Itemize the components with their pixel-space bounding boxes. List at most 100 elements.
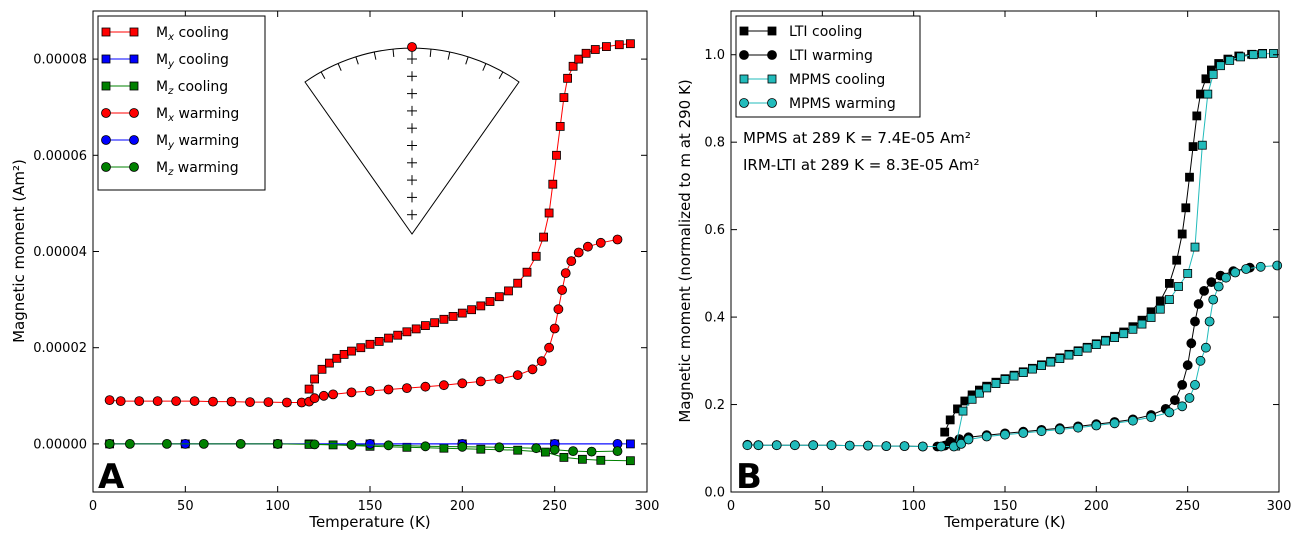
- data-point: [332, 353, 342, 363]
- data-point: [383, 440, 394, 451]
- panel-b-x-ticks: 0 50 100 150 200 250 300: [727, 11, 1292, 514]
- panel-a-series-3-line: [109, 239, 618, 403]
- data-point: [1128, 324, 1138, 334]
- x-tick-label: 300: [1267, 499, 1292, 514]
- y-tick-label: 0.00006: [33, 149, 87, 164]
- data-point: [309, 393, 320, 404]
- data-point: [383, 384, 394, 395]
- data-point: [476, 444, 486, 454]
- data-point: [1091, 340, 1101, 350]
- data-point: [742, 440, 753, 451]
- data-point: [1177, 229, 1187, 239]
- x-tick-label: 200: [1084, 499, 1109, 514]
- legend-label-subscript: x: [167, 32, 174, 43]
- data-point: [614, 40, 624, 50]
- data-point: [494, 442, 505, 453]
- x-tick-label: 200: [450, 499, 475, 514]
- data-point: [1216, 61, 1225, 71]
- legend-marker-start: [101, 162, 111, 172]
- panel-a-series-3: [104, 234, 623, 408]
- data-point: [1174, 282, 1183, 291]
- legend-marker-start: [101, 81, 111, 91]
- annotation-mpms-moment: MPMS at 289 K = 7.4E-05 Am²: [743, 129, 971, 147]
- data-point: [235, 438, 246, 449]
- data-point: [563, 73, 572, 83]
- data-point: [439, 443, 449, 453]
- data-point: [1221, 272, 1231, 283]
- legend-marker-end: [767, 98, 777, 108]
- legend-label: LTI warming: [789, 48, 873, 64]
- inset-arc-tick: [429, 48, 432, 57]
- data-point: [1164, 407, 1175, 418]
- legend-label-subscript: x: [167, 113, 174, 124]
- data-point: [420, 441, 431, 452]
- x-tick-label: 300: [635, 499, 660, 514]
- data-point: [318, 390, 329, 401]
- legend-label-rest: cooling: [173, 79, 228, 95]
- legend-label-main: M: [156, 79, 168, 95]
- legend-marker-start: [101, 108, 111, 118]
- data-point: [553, 304, 564, 315]
- data-point: [494, 374, 505, 384]
- legend-marker-end: [129, 108, 139, 118]
- panel-b-x-axis-label: Temperature (K): [943, 513, 1065, 531]
- data-point: [161, 438, 172, 449]
- data-point: [1192, 111, 1202, 121]
- data-point: [531, 251, 541, 261]
- data-point: [602, 42, 611, 51]
- data-point: [1190, 379, 1200, 390]
- data-point: [991, 379, 1001, 389]
- x-tick-label: 50: [814, 499, 831, 514]
- data-point: [1155, 304, 1165, 314]
- data-point: [899, 441, 910, 452]
- data-point: [467, 305, 477, 315]
- data-point: [1181, 203, 1191, 213]
- data-point: [475, 376, 486, 387]
- data-point: [438, 380, 449, 391]
- data-point: [958, 406, 968, 416]
- panel-a: 0 50 100 150 200 250 300 0.00000 0.00002 0.00004…: [10, 10, 660, 531]
- data-point: [1009, 371, 1019, 381]
- y-tick-label: 0.0: [704, 486, 725, 501]
- data-point: [324, 358, 334, 368]
- y-tick-label: 0.00002: [33, 341, 87, 356]
- legend-label-subscript: y: [167, 140, 175, 151]
- panel-b-series-1-line: [747, 267, 1250, 447]
- data-point: [1213, 281, 1224, 292]
- inset-arc-tick: [320, 71, 326, 80]
- data-point: [263, 397, 274, 408]
- inset-arc-tick: [337, 63, 342, 71]
- data-point: [124, 438, 135, 449]
- x-tick-label: 0: [89, 499, 97, 514]
- data-point: [586, 446, 597, 457]
- data-point: [476, 301, 486, 311]
- panel-a-plot-area: [104, 39, 635, 466]
- inset-arc-tick: [355, 56, 359, 65]
- data-point: [1186, 338, 1197, 349]
- data-point: [1109, 418, 1120, 429]
- data-point: [309, 439, 320, 450]
- data-point: [960, 396, 970, 406]
- data-point: [956, 438, 967, 449]
- data-point: [512, 370, 523, 381]
- data-point: [560, 268, 571, 279]
- data-point: [1203, 89, 1213, 99]
- panel-b-series-3-line: [747, 265, 1278, 447]
- x-tick-label: 100: [901, 499, 926, 514]
- data-point: [1182, 360, 1193, 371]
- y-tick-label: 0.00008: [33, 53, 87, 68]
- data-point: [581, 48, 591, 58]
- data-point: [963, 434, 974, 445]
- panel-b-legend-entries: LTI cooling LTI warming MPMS cooling MPMS w…: [739, 24, 896, 112]
- data-point: [940, 427, 950, 437]
- data-point: [1037, 361, 1046, 371]
- data-point: [198, 438, 209, 449]
- data-point: [457, 378, 468, 389]
- data-point: [457, 441, 468, 452]
- data-point: [356, 343, 366, 353]
- legend-label: Mz warming: [156, 160, 239, 178]
- legend-marker-end: [129, 135, 139, 145]
- data-point: [401, 383, 412, 394]
- data-point: [1091, 420, 1102, 431]
- data-point: [1000, 429, 1010, 440]
